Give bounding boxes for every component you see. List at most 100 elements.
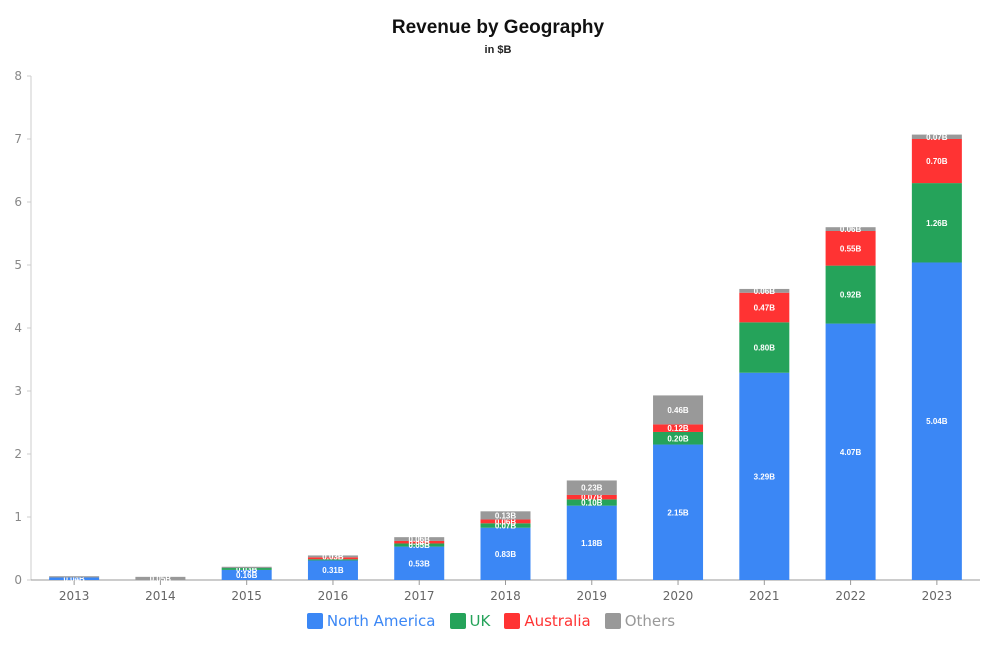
legend-item-uk[interactable]: UK — [449, 612, 491, 630]
bar-segment-uk[interactable] — [739, 322, 790, 373]
bar-stack-2022[interactable]: 4.07B 0.92B 0.55B 0.06B — [825, 225, 876, 580]
bar-segment-others[interactable] — [480, 511, 531, 520]
y-tick-label: 1 — [14, 510, 22, 524]
data-label-uk: 0.92B — [840, 291, 862, 300]
chart-subtitle: in $B — [485, 44, 512, 56]
x-tick-label: 2021 — [749, 589, 780, 603]
bar-stack-2023[interactable]: 5.04B 1.26B 0.70B 0.07B — [911, 133, 962, 580]
bar-segment-uk[interactable] — [307, 559, 358, 561]
bar-segment-north-america[interactable] — [911, 262, 962, 580]
bar-stack-2016[interactable]: 0.31B 0.03B — [307, 552, 358, 580]
bar-segment-others[interactable] — [825, 227, 876, 231]
bar-segment-others[interactable] — [911, 134, 962, 139]
data-label-north-america: 5.04B — [926, 417, 948, 426]
bar-segment-australia[interactable] — [566, 494, 617, 500]
bar-segment-others[interactable] — [221, 566, 272, 569]
bar-segment-north-america[interactable] — [739, 372, 790, 580]
bar-segment-others[interactable] — [49, 576, 100, 578]
x-tick-label: 2018 — [490, 589, 521, 603]
bar-segment-australia[interactable] — [653, 424, 704, 432]
bar-segment-others[interactable] — [566, 480, 617, 495]
bar-segment-others[interactable] — [653, 395, 704, 425]
bar-segment-uk[interactable] — [825, 265, 876, 324]
bar-segment-north-america[interactable] — [221, 569, 272, 580]
y-tick-label: 4 — [14, 321, 22, 335]
x-tick-label: 2017 — [404, 589, 435, 603]
bar-segment-others[interactable] — [307, 555, 358, 558]
bar-segment-north-america[interactable] — [653, 444, 704, 580]
data-label-north-america: 0.16B — [236, 571, 258, 580]
legend: North America UK Australia Others — [0, 612, 982, 630]
legend-label-uk: UK — [469, 612, 491, 630]
y-tick-label: 2 — [14, 447, 22, 461]
data-label-north-america: 0.31B — [322, 566, 344, 575]
legend-swatch-others — [604, 613, 621, 629]
data-label-others: 0.06B — [409, 535, 431, 544]
bar-segment-uk[interactable] — [480, 523, 531, 528]
data-label-others: 0.03B — [322, 552, 344, 561]
data-label-uk: 0.05B — [409, 541, 431, 550]
bar-segment-australia[interactable] — [911, 139, 962, 184]
data-label-north-america: 0.53B — [409, 559, 431, 568]
legend-label-north-america: North America — [326, 612, 436, 630]
data-label-others: 0.06B — [840, 225, 862, 234]
data-label-australia: 0.07B — [581, 493, 603, 502]
data-label-uk: 0.10B — [581, 499, 603, 508]
data-label-others: 0.05B — [150, 574, 172, 583]
bar-segment-north-america[interactable] — [825, 323, 876, 580]
bar-segment-uk[interactable] — [394, 543, 445, 547]
data-label-australia: 0.06B — [495, 517, 517, 526]
bar-segment-others[interactable] — [394, 537, 445, 541]
legend-swatch-australia — [504, 613, 521, 629]
bar-stack-2013[interactable]: 0.04B — [49, 575, 100, 584]
bar-segment-australia[interactable] — [739, 292, 790, 323]
y-axis: 0 1 2 3 4 5 6 7 8 — [14, 69, 32, 587]
data-label-australia: 0.47B — [754, 304, 776, 313]
bar-segment-north-america[interactable] — [394, 546, 445, 580]
data-label-north-america: 1.18B — [581, 539, 603, 548]
data-label-others: 0.07B — [926, 133, 948, 142]
bar-segment-australia[interactable] — [307, 557, 358, 560]
bar-segment-uk[interactable] — [911, 183, 962, 263]
bar-segment-australia[interactable] — [480, 519, 531, 524]
chart-title: Revenue by Geography — [392, 17, 605, 38]
y-tick-label: 5 — [14, 258, 22, 272]
legend-swatch-uk — [449, 613, 466, 629]
x-tick-label: 2022 — [835, 589, 866, 603]
bar-segment-others[interactable] — [135, 576, 186, 580]
bar-segment-australia[interactable] — [394, 540, 445, 544]
data-label-others: 0.23B — [581, 484, 603, 493]
bar-stack-2014[interactable]: 0.05B — [135, 574, 186, 583]
bar-segment-uk[interactable] — [566, 499, 617, 506]
bar-segment-north-america[interactable] — [566, 505, 617, 580]
bar-segment-north-america[interactable] — [307, 560, 358, 580]
data-label-australia: 0.12B — [667, 424, 689, 433]
data-label-north-america: 0.83B — [495, 550, 517, 559]
bar-segment-others[interactable] — [739, 288, 790, 293]
bar-segment-north-america[interactable] — [49, 577, 100, 580]
bar-segment-uk[interactable] — [221, 568, 272, 570]
bar-segment-uk[interactable] — [653, 431, 704, 445]
x-tick-label: 2020 — [663, 589, 694, 603]
legend-item-others[interactable]: Others — [604, 612, 675, 630]
data-label-others: 0.06B — [754, 287, 776, 296]
bar-segment-north-america[interactable] — [480, 527, 531, 580]
data-label-australia: 0.70B — [926, 157, 948, 166]
y-tick-label: 8 — [14, 69, 22, 83]
y-tick-label: 0 — [14, 573, 22, 587]
data-label-uk: 0.20B — [667, 434, 689, 443]
legend-item-north-america[interactable]: North America — [306, 612, 436, 630]
x-tick-label: 2023 — [922, 589, 953, 603]
legend-item-australia[interactable]: Australia — [504, 612, 591, 630]
x-tick-label: 2014 — [145, 589, 176, 603]
bar-segment-australia[interactable] — [825, 230, 876, 266]
bar-stack-2021[interactable]: 3.29B 0.80B 0.47B 0.06B — [739, 287, 790, 580]
y-tick-label: 6 — [14, 195, 22, 209]
legend-swatch-north-america — [306, 613, 323, 629]
